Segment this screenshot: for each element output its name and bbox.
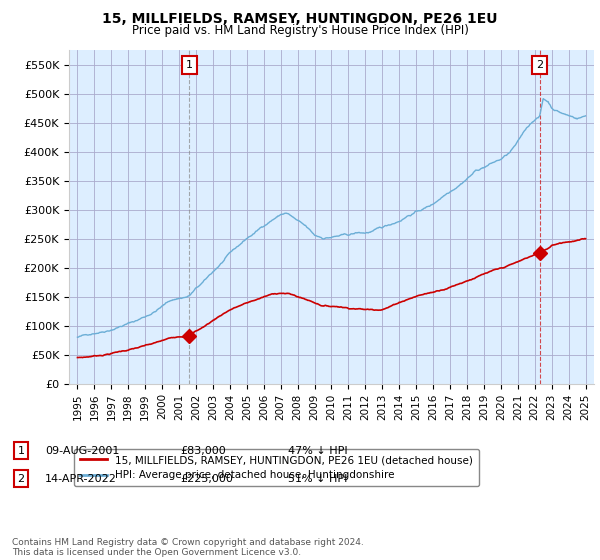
Text: 51% ↓ HPI: 51% ↓ HPI	[288, 474, 347, 484]
Text: £83,000: £83,000	[180, 446, 226, 456]
Text: Contains HM Land Registry data © Crown copyright and database right 2024.
This d: Contains HM Land Registry data © Crown c…	[12, 538, 364, 557]
Text: 09-AUG-2001: 09-AUG-2001	[45, 446, 119, 456]
Text: £225,000: £225,000	[180, 474, 233, 484]
Text: 2: 2	[536, 60, 543, 70]
Legend: 15, MILLFIELDS, RAMSEY, HUNTINGDON, PE26 1EU (detached house), HPI: Average pric: 15, MILLFIELDS, RAMSEY, HUNTINGDON, PE26…	[74, 449, 479, 487]
Text: 47% ↓ HPI: 47% ↓ HPI	[288, 446, 347, 456]
Text: 14-APR-2022: 14-APR-2022	[45, 474, 117, 484]
Text: 2: 2	[17, 474, 25, 484]
Text: Price paid vs. HM Land Registry's House Price Index (HPI): Price paid vs. HM Land Registry's House …	[131, 24, 469, 36]
Text: 1: 1	[186, 60, 193, 70]
Text: 1: 1	[17, 446, 25, 456]
Text: 15, MILLFIELDS, RAMSEY, HUNTINGDON, PE26 1EU: 15, MILLFIELDS, RAMSEY, HUNTINGDON, PE26…	[102, 12, 498, 26]
